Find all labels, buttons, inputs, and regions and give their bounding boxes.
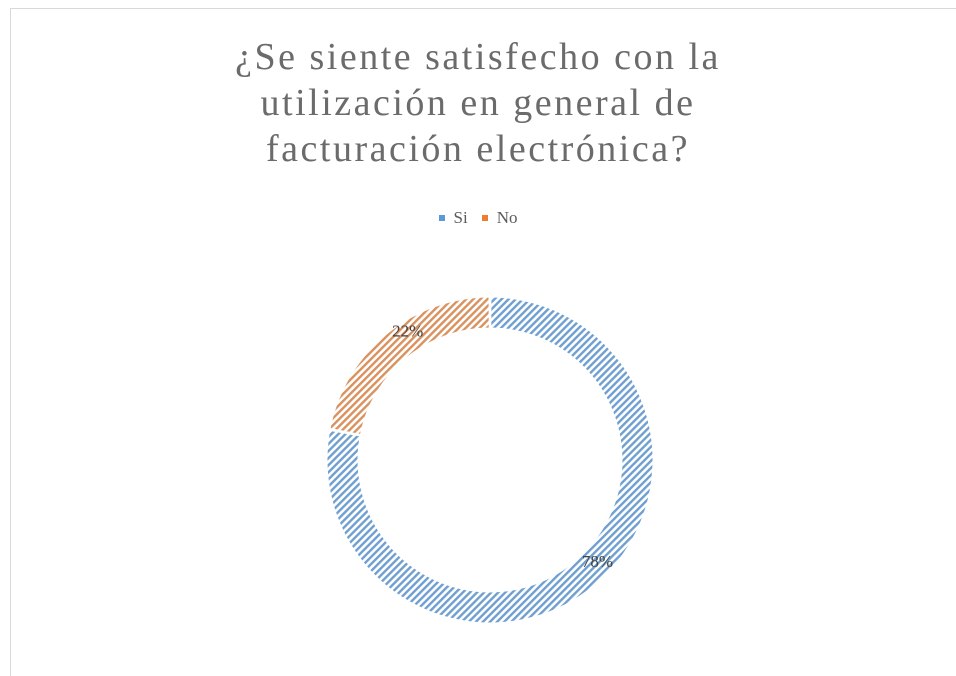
data-label-si: 78% xyxy=(582,552,613,571)
legend-item-si: Si xyxy=(438,208,468,228)
legend-label-si: Si xyxy=(453,208,468,227)
legend-swatch-si xyxy=(438,215,445,221)
donut-slices xyxy=(326,296,654,624)
chart-title: ¿Se siente satisfecho con la utilización… xyxy=(235,36,721,170)
chart-frame xyxy=(10,8,956,676)
data-label-no: 22% xyxy=(392,321,423,340)
legend-swatch-no xyxy=(481,215,488,221)
donut-labels: 78% 22% xyxy=(392,321,613,570)
legend-item-no: No xyxy=(481,208,518,228)
donut-slice-si xyxy=(326,296,654,624)
legend-label-no: No xyxy=(496,208,518,227)
donut-slice-no xyxy=(329,296,490,436)
legend: Si No xyxy=(0,208,956,228)
